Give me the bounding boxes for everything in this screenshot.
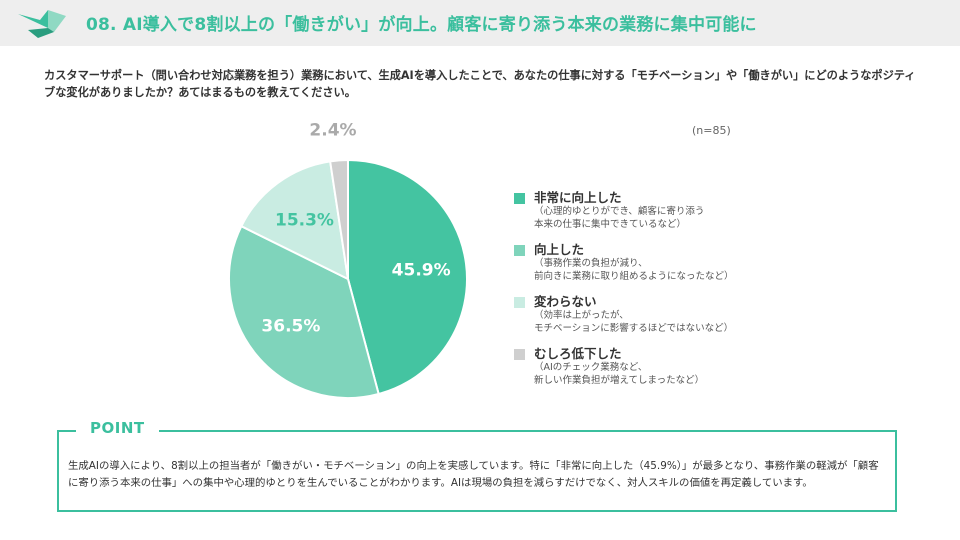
legend-label: むしろ低下した — [534, 346, 622, 361]
pie-slice-0 — [347, 158, 468, 396]
pie-data-label-0: 45.9% — [392, 260, 451, 280]
legend-item: むしろ低下した （AIのチェック業務など、 新しい作業負担が増えてしまったなど） — [514, 346, 774, 398]
legend-label: 向上した — [534, 242, 585, 257]
pie-slice-1 — [228, 224, 380, 399]
pie-slice-2 — [240, 160, 350, 281]
sample-size: (n=85) — [692, 124, 731, 137]
legend-item: 変わらない （効率は上がったが、 モチベーションに影響するほどではないなど） — [514, 294, 774, 346]
header-bar: 08. AI導入で8割以上の「働きがい」が向上。顧客に寄り添う本来の業務に集中可… — [0, 0, 960, 46]
legend-label: 変わらない — [534, 294, 597, 309]
legend-note: （心理的ゆとりができ、顧客に寄り添う 本来の仕事に集中できているなど） — [534, 206, 705, 230]
point-text: 生成AIの導入により、8割以上の担当者が「働きがい・モチベーション」の向上を実感… — [68, 460, 879, 489]
legend-swatch — [514, 193, 525, 204]
legend-label: 非常に向上した — [534, 190, 622, 205]
pie-data-label-1: 36.5% — [261, 317, 320, 337]
point-box — [57, 430, 897, 512]
legend-swatch — [514, 245, 525, 256]
pie-slice-3 — [329, 158, 349, 280]
point-label: POINT — [76, 419, 159, 437]
pie-data-label-2: 15.3% — [275, 210, 334, 230]
legend-item: 非常に向上した （心理的ゆとりができ、顧客に寄り添う 本来の仕事に集中できているな… — [514, 190, 774, 242]
survey-question: カスタマーサポート（問い合わせ対応業務を担う）業務において、生成AIを導入したこ… — [44, 69, 916, 99]
pie-data-label-3: 2.4% — [309, 120, 356, 140]
logo-icon — [18, 10, 66, 38]
legend-note: （事務作業の負担が減り、 前向きに業務に取り組めるようになったなど） — [534, 258, 734, 282]
legend-swatch — [514, 297, 525, 308]
legend: 非常に向上した （心理的ゆとりができ、顧客に寄り添う 本来の仕事に集中できているな… — [514, 190, 774, 398]
legend-note: （AIのチェック業務など、 新しい作業負担が増えてしまったなど） — [534, 362, 705, 386]
page-title: 08. AI導入で8割以上の「働きがい」が向上。顧客に寄り添う本来の業務に集中可… — [86, 15, 757, 35]
legend-swatch — [514, 349, 525, 360]
legend-note: （効率は上がったが、 モチベーションに影響するほどではないなど） — [534, 310, 734, 334]
legend-item: 向上した （事務作業の負担が減り、 前向きに業務に取り組めるようになったなど） — [514, 242, 774, 294]
